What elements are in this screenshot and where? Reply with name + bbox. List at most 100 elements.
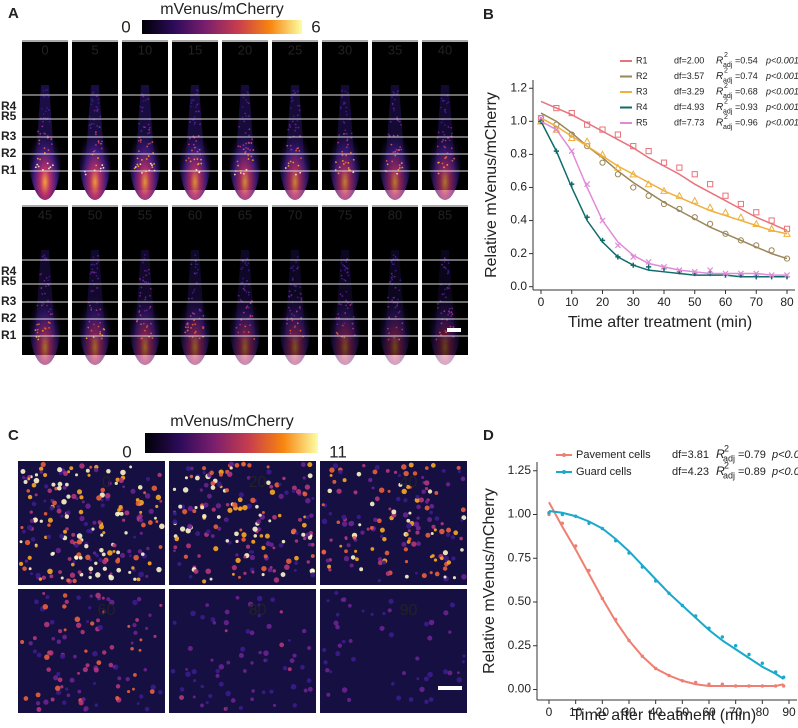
cell-dot <box>30 537 36 542</box>
cell-dot <box>159 499 163 503</box>
cell-dot <box>447 101 450 104</box>
cell-dot <box>99 547 104 553</box>
cell-dot <box>94 703 99 707</box>
cell-dot <box>392 151 395 154</box>
time-label: 60 <box>98 602 116 619</box>
cell-dot <box>202 513 207 519</box>
cell-dot <box>289 332 292 335</box>
cell-dot <box>195 531 201 537</box>
cell-dot <box>334 590 339 595</box>
cell-dot <box>270 597 275 603</box>
cell-dot <box>197 162 200 165</box>
cell-dot <box>47 488 52 494</box>
data-point <box>629 170 638 178</box>
cell-dot <box>240 268 243 271</box>
cell-dot <box>247 262 250 265</box>
x-tick-label: 60 <box>719 295 733 309</box>
cell-dot <box>42 89 45 92</box>
cell-dot <box>188 137 191 140</box>
cell-dot <box>43 511 48 516</box>
micrograph-tile: 0 <box>18 461 165 585</box>
cell-dot <box>356 471 362 477</box>
cell-dot <box>346 91 349 94</box>
cell-dot <box>205 568 212 575</box>
cell-dot <box>44 132 46 135</box>
scale-bar <box>447 328 461 332</box>
cell-dot <box>342 163 345 165</box>
cell-dot <box>328 568 332 572</box>
cell-dot <box>60 576 64 580</box>
legend-df: df=3.81 <box>672 449 709 461</box>
cell-dot <box>444 146 446 149</box>
data-point <box>691 268 698 275</box>
cell-dot <box>429 571 433 575</box>
cell-dot <box>133 630 138 635</box>
cell-dot <box>341 295 344 297</box>
legend-r2: =0.89 <box>738 466 766 478</box>
cell-dot <box>442 566 448 571</box>
data-point <box>781 684 786 688</box>
cell-dot <box>29 518 34 524</box>
cell-dot <box>91 92 94 95</box>
cell-dot <box>292 703 297 708</box>
cell-dot <box>398 289 401 292</box>
cell-dot <box>289 126 292 128</box>
cell-dot <box>447 137 449 139</box>
cell-dot <box>100 337 103 340</box>
data-point <box>767 224 776 232</box>
cell-dot <box>433 528 437 532</box>
cell-dot <box>51 164 54 167</box>
cell-dot <box>194 263 197 266</box>
cell-dot <box>243 555 247 559</box>
cell-dot <box>346 258 349 260</box>
cell-dot <box>257 603 261 607</box>
root-glow <box>179 110 211 200</box>
time-label: 90 <box>400 602 418 619</box>
cell-dot <box>296 322 299 325</box>
cell-dot <box>388 507 392 511</box>
cell-dot <box>76 533 83 539</box>
cell-dot <box>101 140 103 143</box>
cell-dot <box>188 574 193 579</box>
cell-dot <box>210 485 216 490</box>
cell-dot <box>92 336 95 338</box>
cell-dot <box>297 296 299 299</box>
cell-dot <box>152 151 155 154</box>
data-point <box>733 684 738 688</box>
y-axis-label: Relative mVenus/mCherry <box>481 488 498 674</box>
cell-dot <box>182 509 188 515</box>
cell-dot <box>419 686 425 693</box>
cell-dot <box>64 599 69 605</box>
cell-dot <box>55 689 62 696</box>
cell-dot <box>126 689 131 694</box>
cell-dot <box>85 663 90 668</box>
cell-dot <box>345 299 348 302</box>
cell-dot <box>95 131 97 133</box>
cell-dot <box>344 161 347 164</box>
cell-dot <box>140 129 143 132</box>
cell-dot <box>201 326 204 328</box>
cell-dot <box>30 572 33 576</box>
cell-dot <box>92 256 95 259</box>
cell-dot <box>392 90 395 93</box>
data-point <box>568 109 575 117</box>
cell-dot <box>88 124 91 127</box>
cell-dot <box>247 154 250 157</box>
cell-dot <box>85 554 91 561</box>
cell-dot <box>398 167 401 169</box>
cell-dot <box>427 517 433 523</box>
cell-dot <box>446 102 448 105</box>
cell-dot <box>114 481 118 486</box>
legend-df: df=7.73 <box>674 117 704 127</box>
cell-dot <box>292 92 295 95</box>
colorbar <box>142 20 302 34</box>
cell-dot <box>398 338 401 341</box>
data-point <box>753 242 760 249</box>
region-label: R3 <box>1 129 17 143</box>
cell-dot <box>200 505 205 510</box>
cell-dot <box>97 624 103 631</box>
cell-dot <box>366 527 370 531</box>
cell-dot <box>340 598 345 602</box>
cell-dot <box>360 530 365 535</box>
cell-dot <box>99 115 102 118</box>
